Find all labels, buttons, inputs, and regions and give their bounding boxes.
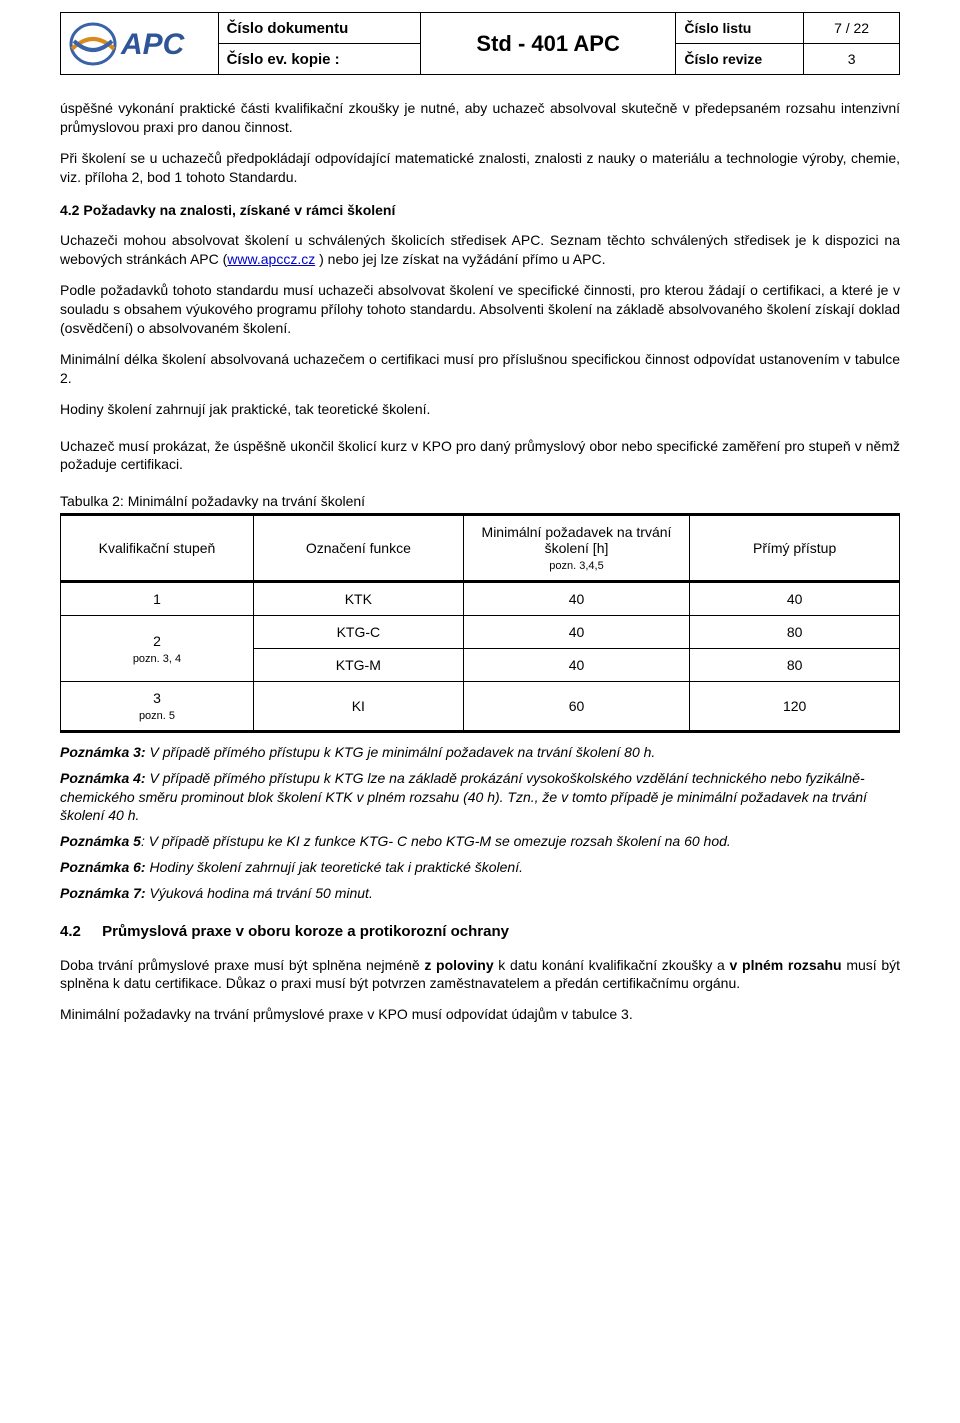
apc-website-link[interactable]: www.apccz.cz [227, 251, 315, 267]
table-cell: 1 [61, 582, 254, 616]
table-cell: KTK [253, 582, 463, 616]
table-cell: 60 [463, 682, 690, 732]
table-cell: KI [253, 682, 463, 732]
table-notes: Poznámka 3: V případě přímého přístupu k… [60, 743, 900, 902]
note-lead: Poznámka 6: [60, 859, 146, 875]
note: Poznámka 4: V případě přímého přístupu k… [60, 769, 900, 824]
level-note: pozn. 3, 4 [71, 653, 243, 665]
paragraph: Minimální délka školení absolvovaná ucha… [60, 350, 900, 388]
note: Poznámka 5: V případě přístupu ke KI z f… [60, 832, 900, 850]
paragraph: Minimální požadavky na trvání průmyslové… [60, 1005, 900, 1024]
paragraph: Hodiny školení zahrnují jak praktické, t… [60, 400, 900, 419]
note-lead: Poznámka 5 [60, 833, 141, 849]
training-requirements-table: Kvalifikační stupeň Označení funkce Mini… [60, 513, 900, 733]
table-cell: 40 [463, 616, 690, 649]
table-row: 1 KTK 40 40 [61, 582, 900, 616]
revision-label: Číslo revize [676, 44, 804, 75]
paragraph: Doba trvání průmyslové praxe musí být sp… [60, 956, 900, 994]
doc-number-label: Číslo dokumentu [218, 13, 420, 44]
table-header-note: pozn. 3,4,5 [474, 560, 680, 572]
text: Doba trvání průmyslové praxe musí být sp… [60, 957, 424, 973]
level-note: pozn. 5 [71, 710, 243, 722]
table-row: 2 pozn. 3, 4 KTG-C 40 80 [61, 616, 900, 649]
section-heading: 4.2 Průmyslová praxe v oboru koroze a pr… [60, 923, 900, 940]
apc-logo: APC [69, 19, 209, 69]
sheet-label: Číslo listu [676, 13, 804, 44]
bold-text: v plném rozsahu [730, 957, 842, 973]
logo-cell: APC [61, 13, 219, 75]
note-text: Hodiny školení zahrnují jak teoretické t… [146, 859, 523, 875]
paragraph: Uchazeč musí prokázat, že úspěšně ukonči… [60, 437, 900, 475]
copy-number-label: Číslo ev. kopie : [218, 44, 420, 75]
table-header: Označení funkce [253, 515, 463, 582]
svg-text:APC: APC [120, 28, 186, 61]
section-title: Průmyslová praxe v oboru koroze a protik… [102, 923, 509, 940]
subsection-heading: 4.2 Požadavky na znalosti, získané v rám… [60, 201, 900, 220]
table-cell: 2 pozn. 3, 4 [61, 616, 254, 682]
table-header: Kvalifikační stupeň [61, 515, 254, 582]
text: k datu konání kvalifikační zkoušky a [494, 957, 730, 973]
table-header: Minimální požadavek na trvání školení [h… [463, 515, 690, 582]
note: Poznámka 6: Hodiny školení zahrnují jak … [60, 858, 900, 876]
note: Poznámka 7: Výuková hodina má trvání 50 … [60, 884, 900, 902]
table-cell: 80 [690, 649, 900, 682]
table-cell: KTG-C [253, 616, 463, 649]
note-text: Výuková hodina má trvání 50 minut. [146, 885, 373, 901]
revision-value: 3 [804, 44, 900, 75]
note-text: : V případě přístupu ke KI z funkce KTG-… [141, 833, 731, 849]
document-header: APC Číslo dokumentu Std - 401 APC Číslo … [60, 12, 900, 75]
table-header-text: Minimální požadavek na trvání školení [h… [482, 524, 672, 556]
section-number: 4.2 [60, 923, 98, 940]
table-cell: 40 [463, 649, 690, 682]
table-cell: 80 [690, 616, 900, 649]
level-value: 2 [153, 633, 161, 649]
paragraph: Při školení se u uchazečů předpokládají … [60, 149, 900, 187]
paragraph: úspěšné vykonání praktické části kvalifi… [60, 99, 900, 137]
bold-text: z poloviny [424, 957, 493, 973]
note-lead: Poznámka 7: [60, 885, 146, 901]
note: Poznámka 3: V případě přímého přístupu k… [60, 743, 900, 761]
note-lead: Poznámka 3: [60, 744, 146, 760]
table-cell: 3 pozn. 5 [61, 682, 254, 732]
table-cell: 40 [690, 582, 900, 616]
table-cell: 40 [463, 582, 690, 616]
note-text: V případě přímého přístupu k KTG je mini… [146, 744, 656, 760]
text: ) nebo jej lze získat na vyžádání přímo … [315, 251, 605, 267]
table-header: Přímý přístup [690, 515, 900, 582]
table-cell: KTG-M [253, 649, 463, 682]
doc-title: Std - 401 APC [420, 13, 676, 75]
sheet-value: 7 / 22 [804, 13, 900, 44]
table-caption: Tabulka 2: Minimální požadavky na trvání… [60, 492, 900, 511]
paragraph: Podle požadavků tohoto standardu musí uc… [60, 281, 900, 338]
paragraph: Uchazeči mohou absolvovat školení u schv… [60, 231, 900, 269]
table-row: 3 pozn. 5 KI 60 120 [61, 682, 900, 732]
note-text: V případě přímého přístupu k KTG lze na … [60, 770, 867, 822]
table-cell: 120 [690, 682, 900, 732]
note-lead: Poznámka 4: [60, 770, 146, 786]
level-value: 3 [153, 690, 161, 706]
